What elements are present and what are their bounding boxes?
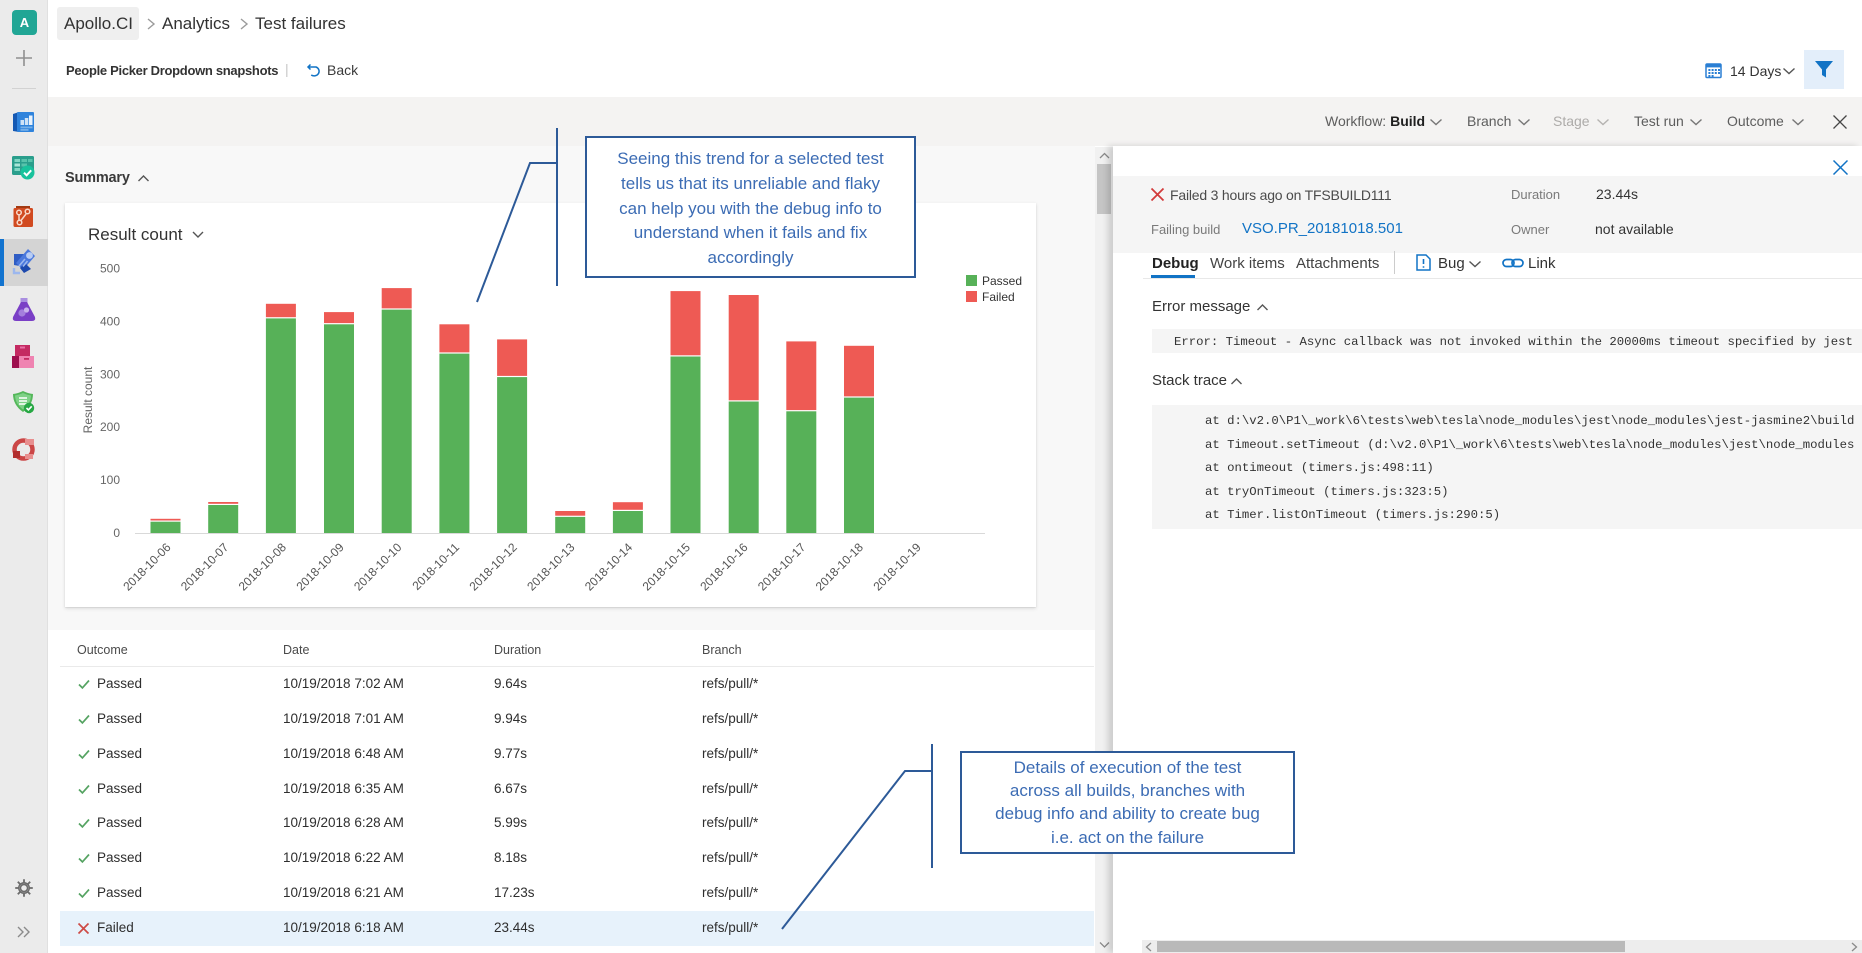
- svg-text:2018-10-18: 2018-10-18: [813, 540, 867, 594]
- svg-text:Failed: Failed: [982, 290, 1015, 304]
- svg-text:2018-10-07: 2018-10-07: [178, 540, 232, 594]
- svg-text:400: 400: [100, 314, 120, 328]
- svg-text:0: 0: [113, 526, 120, 540]
- svg-text:300: 300: [100, 367, 120, 381]
- svg-text:2018-10-15: 2018-10-15: [640, 540, 694, 594]
- svg-text:200: 200: [100, 420, 120, 434]
- svg-text:Result count: Result count: [88, 225, 183, 244]
- svg-text:2018-10-09: 2018-10-09: [293, 540, 347, 594]
- svg-text:100: 100: [100, 473, 120, 487]
- svg-text:2018-10-11: 2018-10-11: [409, 540, 462, 593]
- svg-text:Result count: Result count: [81, 366, 95, 433]
- svg-text:2018-10-16: 2018-10-16: [697, 540, 751, 594]
- svg-text:2018-10-12: 2018-10-12: [467, 540, 521, 594]
- svg-text:500: 500: [100, 262, 120, 276]
- svg-text:2018-10-08: 2018-10-08: [236, 540, 290, 594]
- svg-text:2018-10-06: 2018-10-06: [120, 540, 174, 594]
- svg-text:2018-10-14: 2018-10-14: [582, 540, 636, 594]
- svg-text:2018-10-17: 2018-10-17: [755, 540, 809, 594]
- svg-text:2018-10-10: 2018-10-10: [351, 540, 405, 594]
- svg-text:2018-10-13: 2018-10-13: [524, 540, 578, 594]
- svg-text:Passed: Passed: [982, 274, 1022, 288]
- svg-text:2018-10-19: 2018-10-19: [870, 540, 924, 594]
